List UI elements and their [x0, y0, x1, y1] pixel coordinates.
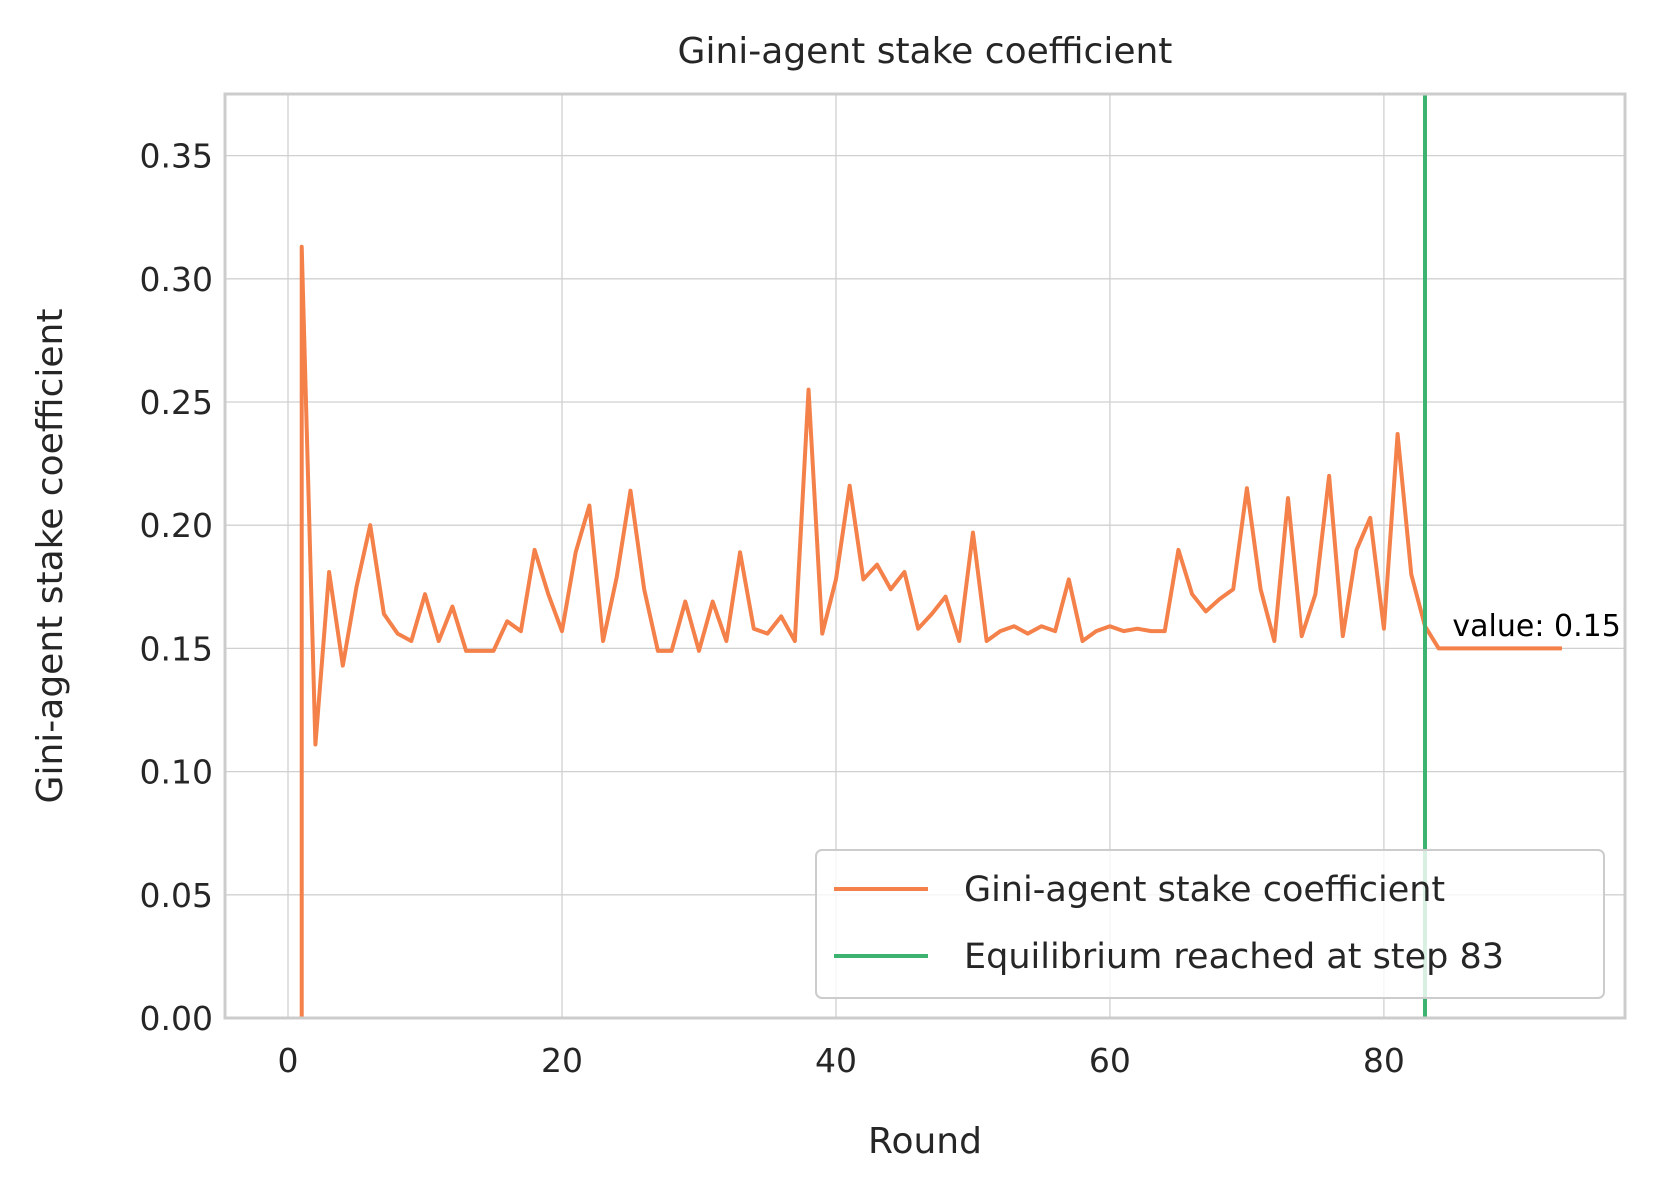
y-tick-label: 0.10 — [140, 753, 213, 792]
y-tick-label: 0.25 — [140, 383, 213, 422]
legend-label-gini: Gini-agent stake coefficient — [964, 870, 1445, 910]
y-tick-label: 0.35 — [140, 137, 213, 176]
x-tick-label: 0 — [278, 1041, 299, 1080]
y-axis-title: Gini-agent stake coefficient — [30, 309, 71, 804]
x-axis-title: Round — [868, 1121, 982, 1162]
chart-title: Gini-agent stake coefficient — [678, 31, 1173, 72]
plot-frame — [223, 92, 1627, 1020]
y-tick-label: 0.30 — [140, 260, 213, 299]
y-tick-label: 0.00 — [140, 999, 213, 1038]
value-annotation: value: 0.15 — [1452, 609, 1620, 644]
tick-labels: 0 20 40 60 80 0.00 0.05 0.10 0.15 0.20 0.25 0.30 0.3… — [140, 137, 1405, 1080]
x-tick-label: 80 — [1363, 1041, 1405, 1080]
x-tick-label: 20 — [541, 1041, 583, 1080]
y-tick-label: 0.20 — [140, 506, 213, 545]
y-tick-label: 0.15 — [140, 629, 213, 668]
y-tick-label: 0.05 — [140, 876, 213, 915]
legend: Gini-agent stake coefficient Equilibrium… — [815, 849, 1605, 999]
x-tick-label: 40 — [815, 1041, 857, 1080]
legend-box — [815, 849, 1605, 999]
series-line-gini — [299, 244, 1562, 1019]
x-tick-label: 60 — [1089, 1041, 1131, 1080]
legend-label-equilibrium: Equilibrium reached at step 83 — [964, 937, 1504, 977]
